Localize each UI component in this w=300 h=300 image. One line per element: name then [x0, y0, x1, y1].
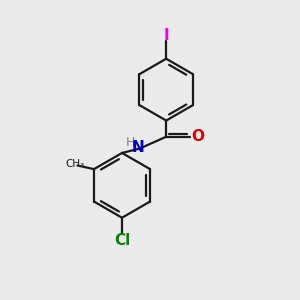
Text: Cl: Cl	[114, 233, 130, 248]
Text: H: H	[126, 136, 135, 148]
Text: I: I	[164, 28, 169, 43]
Text: O: O	[191, 129, 205, 144]
Text: N: N	[131, 140, 144, 155]
Text: CH₃: CH₃	[65, 159, 85, 169]
